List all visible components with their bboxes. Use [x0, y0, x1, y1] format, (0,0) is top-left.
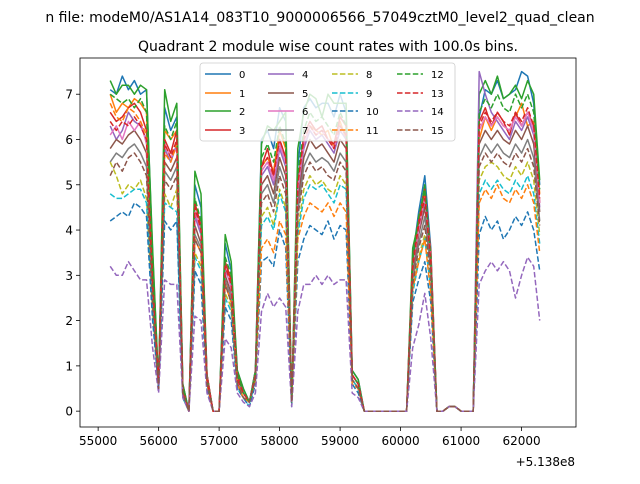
legend-label-14: 14 — [431, 107, 444, 118]
y-axis: 0 1 2 3 4 5 6 7 — [65, 88, 80, 419]
legend-label-0: 0 — [239, 70, 245, 81]
x-tick-label: 57000 — [200, 434, 238, 448]
x-tick-label: 62000 — [502, 434, 540, 448]
series-line-15 — [109, 147, 541, 412]
x-offset-label: +5.138e8 — [516, 455, 575, 469]
legend-box — [199, 62, 456, 142]
legend-label-11: 11 — [366, 126, 379, 137]
y-tick-label: 2 — [65, 314, 73, 328]
legend-label-6: 6 — [302, 107, 308, 118]
x-tick-label: 55000 — [79, 434, 117, 448]
y-tick-label: 1 — [65, 359, 73, 373]
x-axis: 55000 56000 57000 58000 59000 60000 61000 62000 — [79, 427, 541, 448]
legend-label-15: 15 — [431, 126, 444, 137]
legend-label-8: 8 — [366, 70, 372, 81]
chart-title: Quadrant 2 module wise count rates with … — [138, 39, 518, 55]
y-tick-label: 6 — [65, 133, 73, 147]
y-tick-label: 4 — [65, 224, 73, 238]
legend-label-12: 12 — [431, 70, 444, 81]
legend-label-10: 10 — [366, 107, 379, 118]
series-line-14 — [109, 256, 541, 412]
legend-label-2: 2 — [239, 107, 245, 118]
legend-label-13: 13 — [431, 89, 444, 100]
x-tick-label: 59000 — [321, 434, 359, 448]
y-tick-label: 3 — [65, 269, 73, 283]
figure-suptitle: n file: modeM0/AS1A14_083T10_9000006566_… — [45, 10, 594, 26]
legend-label-7: 7 — [302, 126, 308, 137]
legend-label-9: 9 — [366, 89, 372, 100]
plot-frame — [79, 57, 577, 428]
legend-label-1: 1 — [239, 89, 245, 100]
y-tick-label: 7 — [65, 88, 73, 102]
legend-label-5: 5 — [302, 89, 308, 100]
legend-label-4: 4 — [302, 70, 308, 81]
x-tick-label: 60000 — [381, 434, 419, 448]
legend-label-3: 3 — [239, 126, 245, 137]
x-tick-label: 61000 — [442, 434, 480, 448]
x-tick-label: 58000 — [261, 434, 299, 448]
y-tick-label: 0 — [65, 405, 73, 419]
y-tick-label: 5 — [65, 178, 73, 192]
x-tick-label: 56000 — [140, 434, 178, 448]
